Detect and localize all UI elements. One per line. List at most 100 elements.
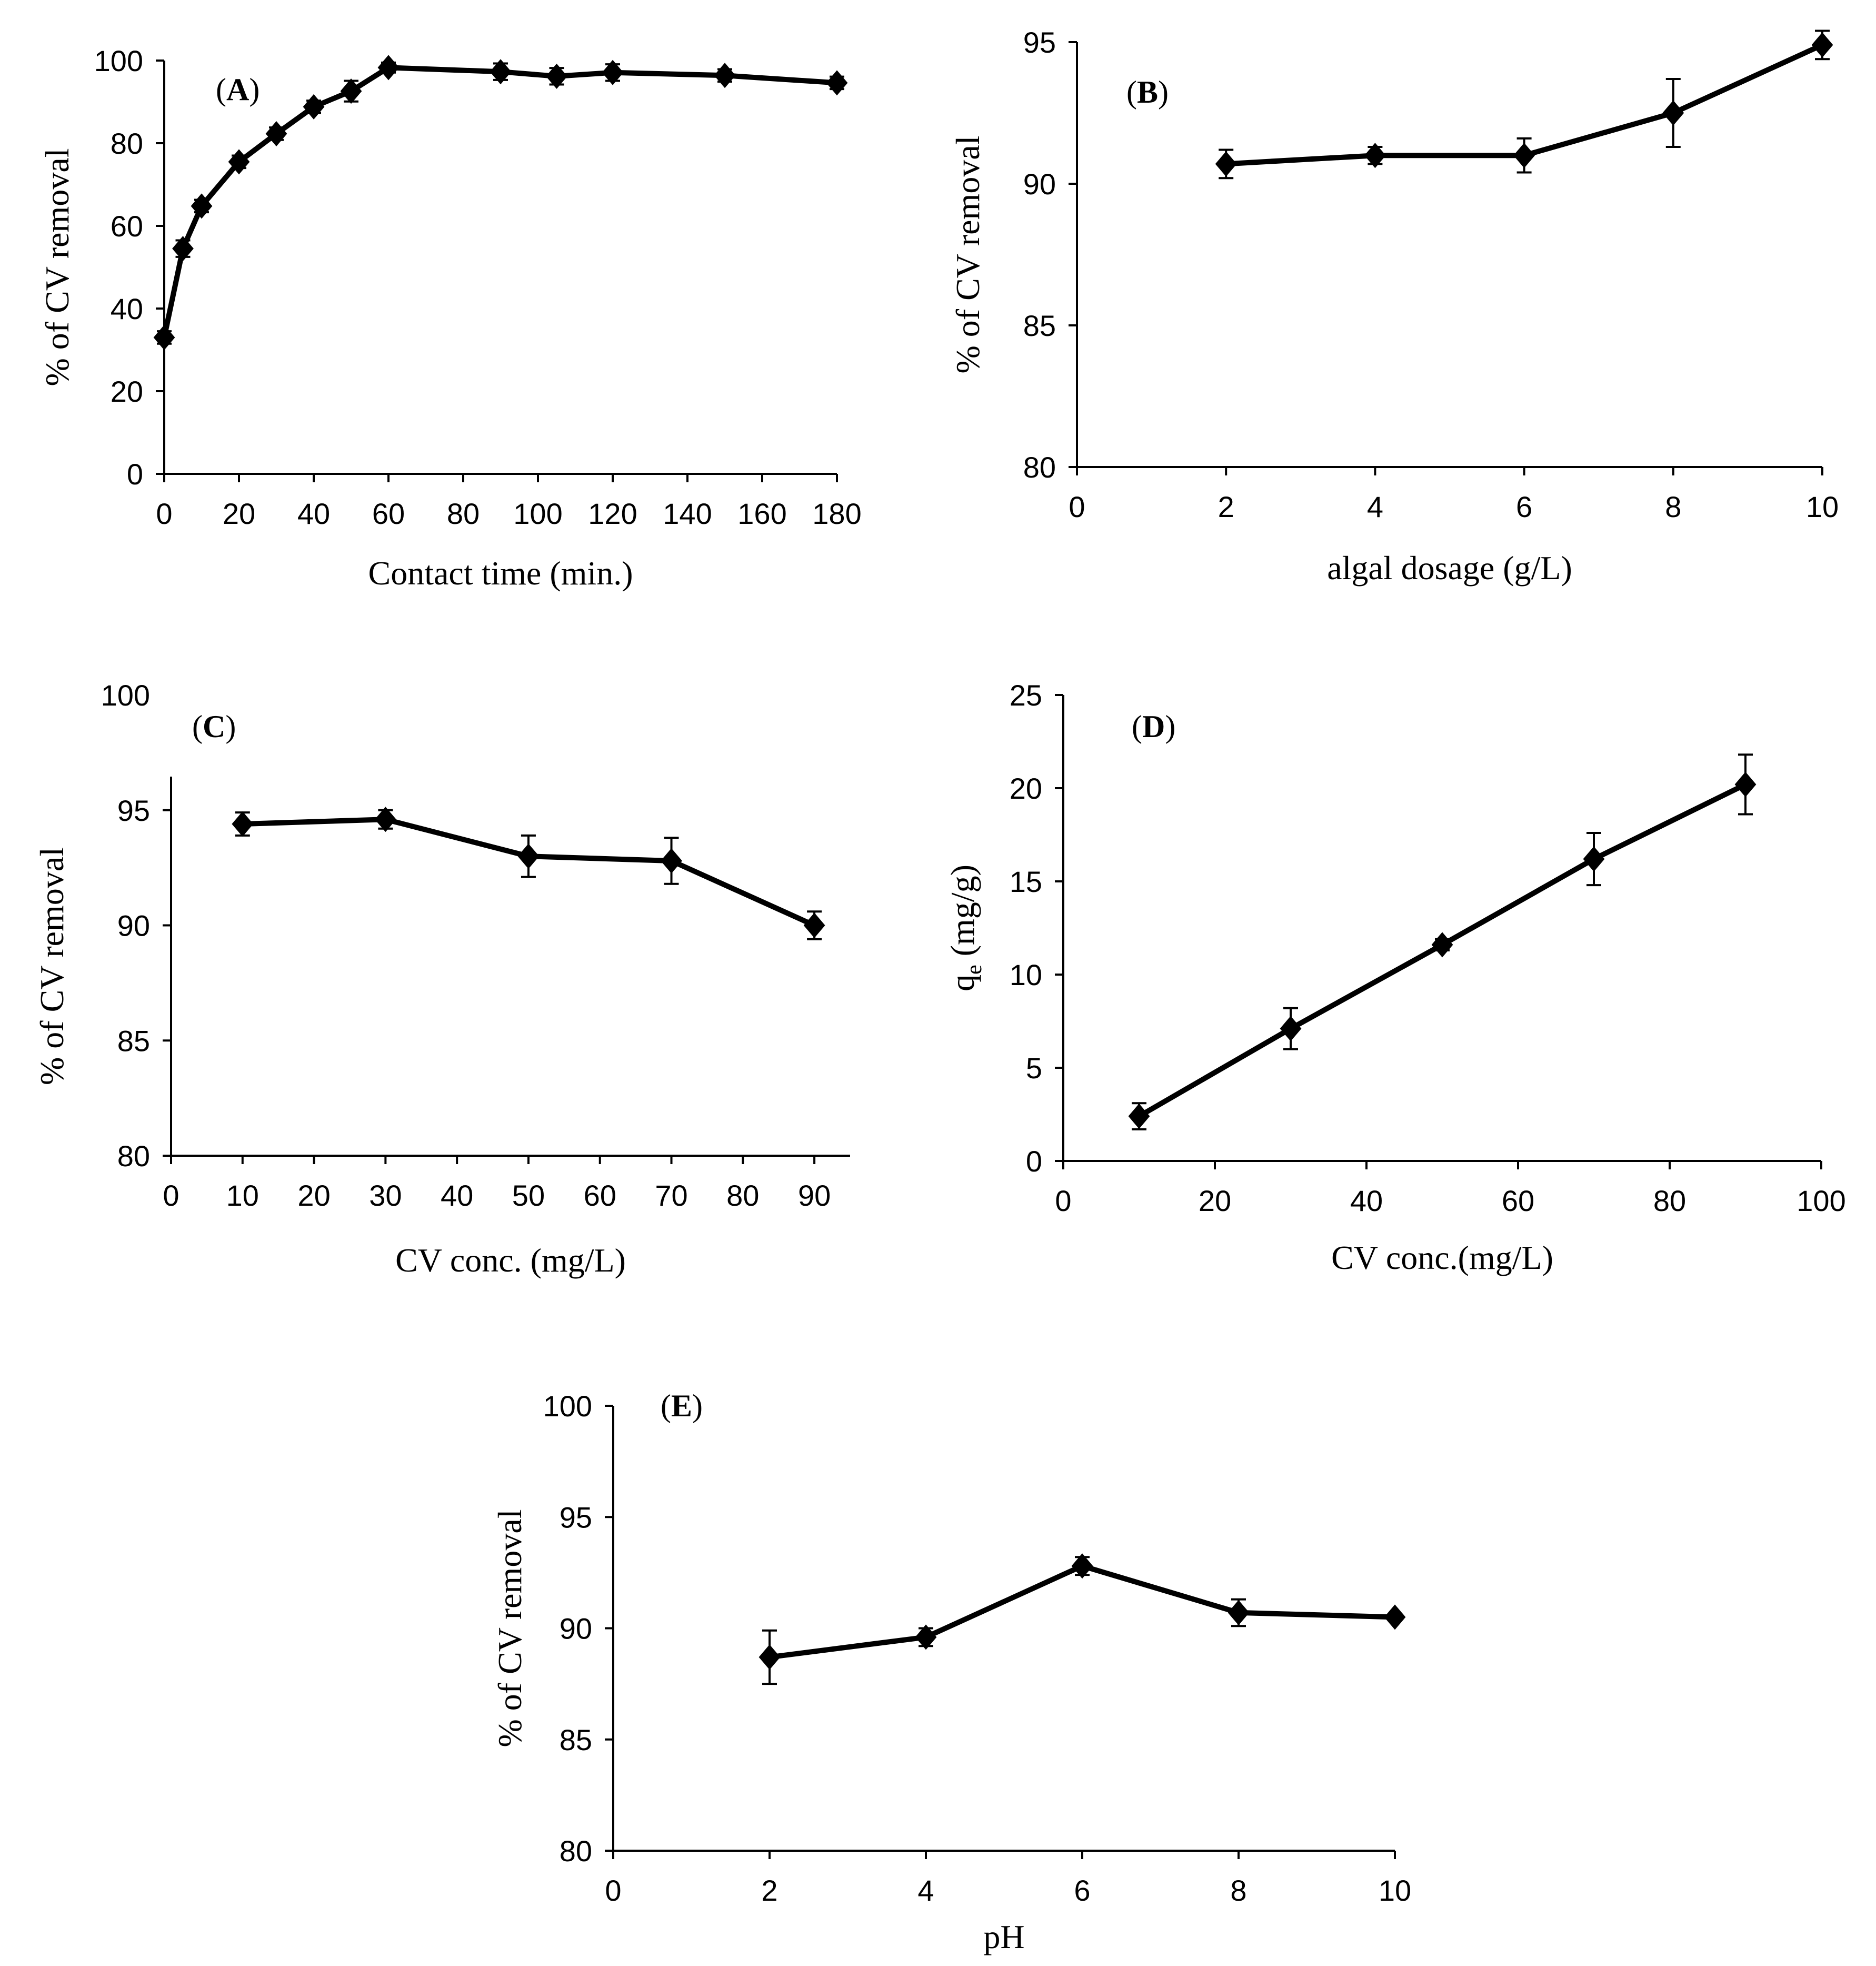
x-tick-label-c: 10 <box>226 1179 259 1212</box>
data-point-a <box>265 121 287 146</box>
x-tick-label-c: 90 <box>798 1179 831 1212</box>
data-point-a <box>602 59 624 85</box>
panel-label-e: (E) <box>661 1388 703 1423</box>
x-tick-label-c: 40 <box>441 1179 473 1212</box>
y-tick-label-a: 0 <box>127 458 143 491</box>
y-tick-label-c: 90 <box>117 909 150 942</box>
data-point-a <box>303 94 325 120</box>
y-axis-title-a: % of CV removal <box>38 148 76 386</box>
data-point-d <box>1734 771 1757 797</box>
y-tick-label-a: 80 <box>111 127 143 160</box>
x-tick-label-c: 80 <box>726 1179 759 1212</box>
x-tick-label-c: 60 <box>584 1179 616 1212</box>
x-tick-label-b: 2 <box>1218 490 1234 523</box>
y-axis-title-d: qe (mg/g) <box>944 865 986 991</box>
y-tick-label-c: 80 <box>117 1139 150 1173</box>
y-tick-label-d: 25 <box>1010 679 1042 712</box>
x-axis-title-a: Contact time (min.) <box>368 554 633 592</box>
x-axis-title-c: CV conc. (mg/L) <box>395 1242 626 1279</box>
data-point-c <box>374 807 396 832</box>
panel-label-c: (C) <box>192 709 236 744</box>
x-axis-title-b: algal dosage (g/L) <box>1327 549 1572 587</box>
y-tick-label-b: 90 <box>1023 167 1056 201</box>
x-tick-label-a: 140 <box>663 497 712 530</box>
data-point-c <box>232 811 254 837</box>
x-tick-label-a: 160 <box>737 497 786 530</box>
data-point-b <box>1662 100 1684 126</box>
x-tick-label-e: 0 <box>605 1874 621 1907</box>
x-tick-label-a: 20 <box>223 497 255 530</box>
data-point-b <box>1364 143 1386 168</box>
y-axis-title-b: % of CV removal <box>949 135 986 373</box>
data-point-e <box>1071 1553 1093 1579</box>
panel-label-d: (D) <box>1132 709 1175 744</box>
x-tick-label-d: 40 <box>1350 1184 1383 1217</box>
x-tick-label-e: 4 <box>917 1874 934 1907</box>
y-tick-label-c: 85 <box>117 1024 150 1057</box>
y-tick-label-d: 20 <box>1010 772 1042 805</box>
data-point-e <box>759 1644 781 1670</box>
data-point-d <box>1431 932 1453 958</box>
data-point-a <box>172 236 194 262</box>
y-tick-label-a: 40 <box>111 292 143 325</box>
x-tick-label-e: 10 <box>1379 1874 1411 1907</box>
y-tick-label-a: 20 <box>111 375 143 408</box>
data-point-a <box>714 63 736 88</box>
x-axis-title-d: CV conc.(mg/L) <box>1331 1239 1553 1276</box>
x-tick-label-b: 6 <box>1516 490 1532 523</box>
y-tick-label-b: 85 <box>1023 309 1056 342</box>
x-tick-label-d: 100 <box>1797 1184 1845 1217</box>
data-point-b <box>1215 151 1237 177</box>
panel-a: 0 20 40 60 80 100 0 20 40 60 80 100 120 140 160 180 (A) C… <box>38 44 862 592</box>
x-tick-label-b: 8 <box>1665 490 1681 523</box>
y-tick-label-b: 80 <box>1023 451 1056 484</box>
data-point-d <box>1583 846 1605 872</box>
y-tick-label-d: 15 <box>1010 865 1042 898</box>
x-tick-label-b: 4 <box>1367 490 1383 523</box>
x-tick-label-a: 80 <box>447 497 480 530</box>
y-axis-title-c: % of CV removal <box>33 847 71 1085</box>
data-point-c <box>803 912 825 938</box>
x-tick-label-b: 0 <box>1069 490 1085 523</box>
y-tick-label-e: 100 <box>543 1389 592 1423</box>
data-point-e <box>1384 1604 1406 1630</box>
y-tick-label-e: 90 <box>560 1612 592 1645</box>
x-axis-title-e: pH <box>983 1918 1024 1955</box>
x-tick-label-c: 30 <box>369 1179 402 1212</box>
series-line-e <box>769 1563 1395 1660</box>
x-tick-label-e: 6 <box>1074 1874 1090 1907</box>
y-tick-label-d: 10 <box>1010 958 1042 991</box>
x-tick-label-a: 40 <box>297 497 330 530</box>
y-tick-label-a: 100 <box>94 44 143 77</box>
x-tick-label-d: 20 <box>1199 1184 1231 1217</box>
y-tick-label-c: 100 <box>101 679 150 712</box>
data-point-a <box>377 55 400 81</box>
data-point-c <box>517 843 540 869</box>
y-tick-label-a: 60 <box>111 210 143 243</box>
x-tick-label-a: 60 <box>372 497 405 530</box>
data-point-b <box>1513 143 1535 168</box>
panel-b: 80 85 90 95 0 2 4 6 8 10 (B) algal dosage (g/L) % of… <box>949 26 1839 587</box>
x-tick-label-b: 10 <box>1806 490 1839 523</box>
x-tick-label-d: 60 <box>1502 1184 1534 1217</box>
x-tick-label-d: 0 <box>1055 1184 1071 1217</box>
y-tick-label-e: 80 <box>560 1834 592 1868</box>
x-tick-label-c: 50 <box>512 1179 545 1212</box>
y-tick-label-e: 95 <box>560 1501 592 1534</box>
data-point-a <box>490 59 512 85</box>
data-point-b <box>1811 32 1833 58</box>
y-tick-label-c: 95 <box>117 794 150 827</box>
x-tick-label-a: 100 <box>513 497 562 530</box>
data-point-a <box>191 193 213 219</box>
data-point-e <box>915 1624 937 1650</box>
x-tick-label-d: 80 <box>1653 1184 1686 1217</box>
y-tick-label-d: 5 <box>1026 1051 1042 1085</box>
y-tick-label-e: 85 <box>560 1723 592 1756</box>
x-tick-label-a: 0 <box>156 497 172 530</box>
data-point-d <box>1128 1104 1150 1129</box>
x-tick-label-c: 0 <box>163 1179 179 1212</box>
panel-label-b: (B) <box>1126 75 1169 110</box>
x-tick-label-c: 20 <box>297 1179 330 1212</box>
data-point-a <box>228 149 250 175</box>
data-point-e <box>1228 1600 1250 1625</box>
